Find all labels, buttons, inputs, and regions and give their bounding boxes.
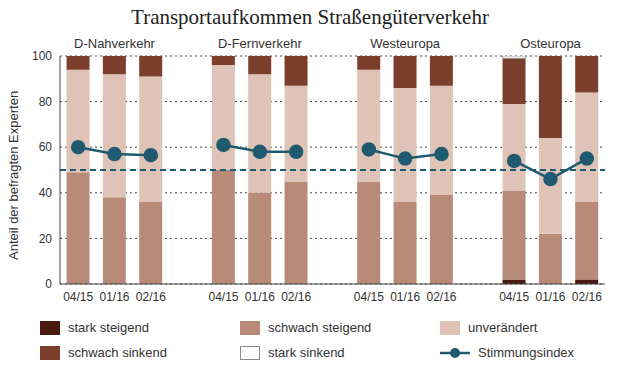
svg-text:02/16: 02/16 xyxy=(426,290,456,304)
svg-text:02/16: 02/16 xyxy=(572,290,602,304)
svg-text:0: 0 xyxy=(45,277,52,291)
svg-text:D-Fernverkehr: D-Fernverkehr xyxy=(218,36,302,51)
svg-text:Osteuropa: Osteuropa xyxy=(520,36,581,51)
svg-text:04/15: 04/15 xyxy=(354,290,384,304)
svg-text:02/16: 02/16 xyxy=(281,290,311,304)
svg-text:01/16: 01/16 xyxy=(535,290,565,304)
svg-text:04/15: 04/15 xyxy=(63,290,93,304)
svg-text:04/15: 04/15 xyxy=(208,290,238,304)
html-text:schwach steigend: schwach steigend xyxy=(268,320,372,335)
svg-text:Anteil der befragten Experten: Anteil der befragten Experten xyxy=(8,91,21,260)
svg-text:02/16: 02/16 xyxy=(136,290,166,304)
html-text:Transportaufkommen Straßengüte: Transportaufkommen Straßengüterverkehr xyxy=(131,5,489,29)
svg-text:Westeuropa: Westeuropa xyxy=(370,36,441,51)
svg-text:80: 80 xyxy=(39,95,53,109)
html-text:Stimmungsindex: Stimmungsindex xyxy=(478,345,575,360)
html-text:unverändert: unverändert xyxy=(468,320,538,335)
html-text:stark steigend: stark steigend xyxy=(68,320,149,335)
svg-text:60: 60 xyxy=(39,140,53,154)
svg-text:20: 20 xyxy=(39,232,53,246)
svg-text:01/16: 01/16 xyxy=(99,290,129,304)
svg-text:100: 100 xyxy=(32,49,52,63)
svg-text:01/16: 01/16 xyxy=(245,290,275,304)
html-text:stark sinkend: stark sinkend xyxy=(268,345,345,360)
svg-text:D-Nahverkehr: D-Nahverkehr xyxy=(74,36,156,51)
html-text:schwach sinkend: schwach sinkend xyxy=(68,345,167,360)
svg-text:04/15: 04/15 xyxy=(499,290,529,304)
svg-text:40: 40 xyxy=(39,186,53,200)
svg-text:01/16: 01/16 xyxy=(390,290,420,304)
